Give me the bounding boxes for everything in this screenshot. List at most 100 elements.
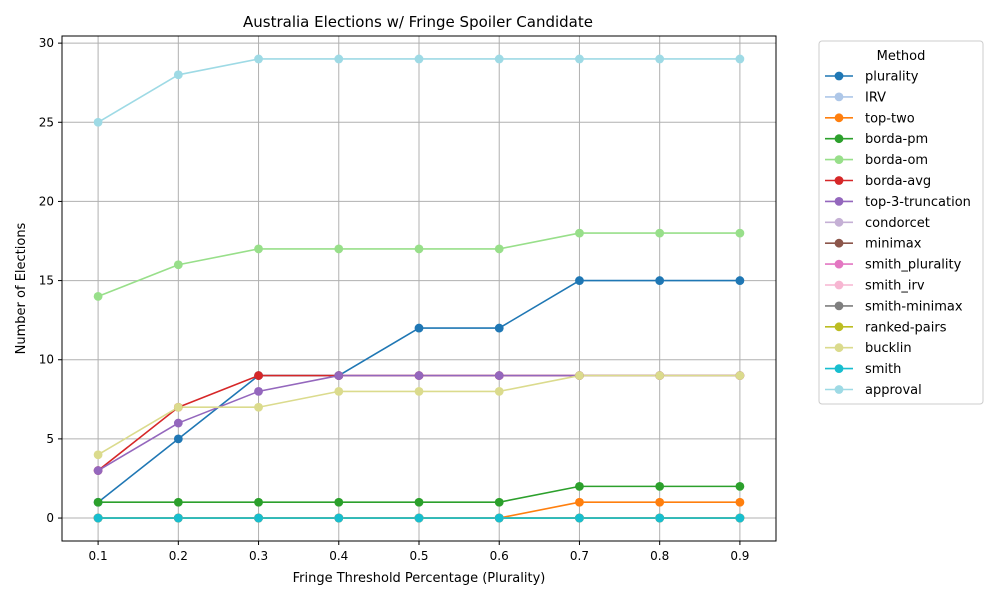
data-point-top-3-truncation bbox=[254, 386, 263, 396]
data-point-borda-om bbox=[414, 244, 424, 254]
data-point-borda-pm bbox=[494, 497, 504, 507]
data-point-approval bbox=[575, 54, 584, 64]
data-point-approval bbox=[254, 54, 263, 64]
series-points bbox=[93, 54, 745, 523]
data-point-plurality bbox=[575, 276, 584, 285]
data-point-approval bbox=[93, 117, 103, 127]
data-point-smith bbox=[173, 513, 183, 523]
data-point-borda-pm bbox=[334, 497, 344, 507]
y-tick-label: 25 bbox=[39, 115, 54, 129]
legend-label: top-3-truncation bbox=[865, 195, 971, 210]
legend-label: plurality bbox=[865, 70, 919, 85]
y-axis-ticks: 0 5 10 15 20 25 30 bbox=[39, 36, 62, 525]
x-tick-label: 0.5 bbox=[409, 549, 428, 563]
legend-item-smith-minimax: smith-minimax bbox=[825, 299, 963, 314]
legend-item-condorcet: condorcet bbox=[825, 216, 930, 231]
x-axis-label: Fringe Threshold Percentage (Plurality) bbox=[293, 571, 546, 586]
data-point-approval bbox=[173, 70, 183, 80]
data-point-top-two bbox=[655, 497, 665, 507]
legend-swatch-marker bbox=[834, 71, 844, 81]
legend-swatch-marker bbox=[834, 280, 844, 290]
legend: Method plurality IRV top-two borda-pm borda-… bbox=[818, 40, 984, 405]
x-tick-label: 0.8 bbox=[650, 549, 669, 563]
data-point-plurality bbox=[173, 434, 183, 444]
data-point-borda-om bbox=[254, 244, 263, 254]
legend-swatch-marker bbox=[834, 385, 844, 394]
legend-swatch-marker bbox=[834, 92, 844, 102]
x-tick-label: 0.3 bbox=[249, 549, 268, 563]
legend-item-bucklin: bucklin bbox=[825, 341, 912, 356]
legend-label: condorcet bbox=[865, 216, 930, 231]
data-point-smith bbox=[414, 513, 424, 523]
y-tick-label: 15 bbox=[39, 274, 54, 288]
data-point-bucklin bbox=[494, 386, 504, 396]
data-point-borda-pm bbox=[173, 497, 183, 507]
legend-item-IRV: IRV bbox=[825, 90, 886, 105]
legend-swatch-marker bbox=[834, 134, 844, 144]
legend-item-ranked-pairs: ranked-pairs bbox=[825, 320, 947, 335]
legend-label: smith_irv bbox=[865, 279, 925, 294]
legend-swatch-marker bbox=[834, 238, 844, 248]
x-tick-label: 0.7 bbox=[570, 549, 589, 563]
data-point-top-3-truncation bbox=[173, 418, 183, 428]
data-point-bucklin bbox=[254, 402, 263, 412]
data-point-borda-pm bbox=[254, 497, 263, 507]
data-point-approval bbox=[414, 54, 424, 64]
legend-swatch-marker bbox=[834, 322, 844, 332]
x-tick-label: 0.6 bbox=[490, 549, 509, 563]
y-axis-label: Number of Elections bbox=[14, 222, 29, 354]
data-point-bucklin bbox=[735, 371, 745, 380]
legend-label: smith-minimax bbox=[865, 299, 963, 314]
legend-swatch-marker bbox=[834, 217, 844, 227]
legend-swatch-marker bbox=[834, 343, 844, 353]
legend-label: ranked-pairs bbox=[865, 320, 947, 335]
data-point-bucklin bbox=[334, 386, 344, 396]
legend-item-borda-om: borda-om bbox=[825, 153, 928, 168]
legend-swatch-marker bbox=[834, 364, 844, 373]
data-point-borda-om bbox=[655, 228, 665, 238]
data-point-borda-pm bbox=[575, 481, 584, 491]
data-point-smith bbox=[93, 513, 103, 523]
legend-item-top-two: top-two bbox=[825, 111, 915, 126]
legend-item-plurality: plurality bbox=[825, 70, 919, 85]
legend-title: Method bbox=[877, 49, 926, 64]
data-point-smith bbox=[575, 513, 584, 523]
data-point-approval bbox=[735, 54, 745, 64]
y-tick-label: 10 bbox=[39, 353, 54, 367]
legend-swatch-marker bbox=[834, 176, 844, 185]
legend-item-borda-pm: borda-pm bbox=[825, 132, 928, 147]
data-point-bucklin bbox=[414, 386, 424, 396]
data-point-borda-pm bbox=[93, 497, 103, 507]
x-axis-ticks: 0.1 0.2 0.3 0.4 0.5 0.6 0.7 0.8 0.9 bbox=[89, 541, 749, 563]
data-point-bucklin bbox=[575, 371, 584, 380]
data-point-plurality bbox=[655, 276, 665, 285]
y-tick-label: 5 bbox=[46, 432, 54, 446]
data-point-top-3-truncation bbox=[93, 466, 103, 475]
legend-item-smith: smith bbox=[825, 362, 901, 377]
data-point-top-3-truncation bbox=[414, 371, 424, 380]
data-point-borda-om bbox=[173, 260, 183, 270]
data-point-borda-om bbox=[494, 244, 504, 254]
data-point-borda-om bbox=[334, 244, 344, 254]
legend-item-minimax: minimax bbox=[825, 237, 922, 252]
data-point-borda-om bbox=[93, 292, 103, 301]
data-point-plurality bbox=[494, 323, 504, 333]
legend-swatch-marker bbox=[834, 301, 844, 311]
legend-item-smith_plurality: smith_plurality bbox=[825, 258, 962, 273]
legend-label: borda-avg bbox=[865, 174, 931, 189]
data-point-bucklin bbox=[93, 450, 103, 460]
legend-label: smith_plurality bbox=[865, 258, 962, 273]
data-point-bucklin bbox=[173, 402, 183, 412]
data-point-borda-pm bbox=[735, 481, 745, 491]
legend-swatch-marker bbox=[834, 155, 844, 165]
data-point-top-3-truncation bbox=[494, 371, 504, 380]
legend-label: borda-om bbox=[865, 153, 928, 168]
data-point-borda-pm bbox=[655, 481, 665, 491]
legend-label: smith bbox=[865, 362, 901, 377]
legend-item-smith_irv: smith_irv bbox=[825, 279, 925, 294]
x-tick-label: 0.1 bbox=[89, 549, 108, 563]
data-point-top-3-truncation bbox=[334, 371, 344, 380]
legend-swatch-marker bbox=[834, 259, 844, 269]
data-point-approval bbox=[334, 54, 344, 64]
